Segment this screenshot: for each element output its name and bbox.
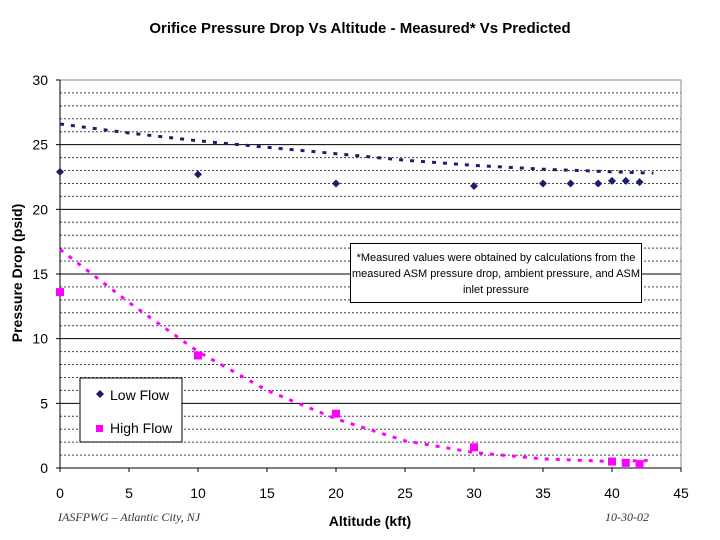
- x-tick-label: 45: [673, 485, 689, 501]
- footer-date: 10-30-02: [605, 510, 649, 524]
- low-flow-point: [332, 179, 340, 188]
- legend-label-high-flow: High Flow: [110, 420, 173, 436]
- low-flow-point: [470, 182, 478, 191]
- high-flow-point: [56, 288, 64, 297]
- low-flow-predicted-line: [59, 122, 654, 175]
- x-axis-ticks: 0 5 10 15 20 25 30 35 40 45: [56, 468, 689, 501]
- high-flow-point: [635, 460, 644, 469]
- legend: Low Flow High Flow: [79, 377, 183, 443]
- high-flow-point: [608, 457, 616, 466]
- y-tick-label: 25: [32, 137, 48, 153]
- predicted-curves: [59, 122, 654, 464]
- legend-marker-low-flow: [96, 390, 104, 398]
- low-flow-point: [539, 179, 547, 188]
- low-flow-point: [635, 178, 644, 187]
- low-flow-point: [56, 167, 64, 176]
- x-tick-label: 10: [190, 485, 206, 501]
- x-tick-label: 5: [125, 485, 133, 501]
- gridlines: [60, 79, 681, 456]
- annotation-box: *Measured values were obtained by calcul…: [350, 243, 642, 303]
- y-tick-label: 20: [32, 201, 48, 217]
- legend-label-low-flow: Low Flow: [110, 387, 170, 403]
- y-tick-label: 5: [40, 395, 48, 411]
- low-flow-point: [194, 170, 202, 179]
- legend-marker-high-flow: [96, 425, 103, 432]
- y-tick-label: 0: [40, 460, 48, 476]
- high-flow-point: [621, 458, 630, 467]
- low-flow-point: [566, 179, 575, 188]
- x-tick-label: 20: [328, 485, 344, 501]
- measured-points: [56, 167, 644, 469]
- high-flow-point: [194, 351, 202, 360]
- high-flow-point: [470, 443, 478, 452]
- y-axis-ticks: 0 5 10 15 20 25 30: [32, 72, 60, 476]
- footer-left: IASFPWG – Atlantic City, NJ: [58, 510, 201, 524]
- low-flow-point: [594, 179, 603, 188]
- x-tick-label: 0: [56, 485, 64, 501]
- y-tick-label: 30: [32, 72, 48, 88]
- x-tick-label: 30: [466, 485, 482, 501]
- chart-title: Orifice Pressure Drop Vs Altitude - Meas…: [149, 20, 571, 37]
- x-axis-label: Altitude (kft): [329, 513, 411, 529]
- x-tick-label: 40: [604, 485, 620, 501]
- x-tick-label: 15: [259, 485, 275, 501]
- high-flow-point: [332, 409, 340, 418]
- y-axis-label: Pressure Drop (psid): [9, 204, 25, 342]
- x-tick-label: 35: [535, 485, 551, 501]
- x-tick-label: 25: [397, 485, 413, 501]
- y-tick-label: 10: [32, 331, 48, 347]
- low-flow-point: [608, 176, 616, 185]
- y-tick-label: 15: [32, 266, 48, 282]
- low-flow-point: [621, 176, 630, 185]
